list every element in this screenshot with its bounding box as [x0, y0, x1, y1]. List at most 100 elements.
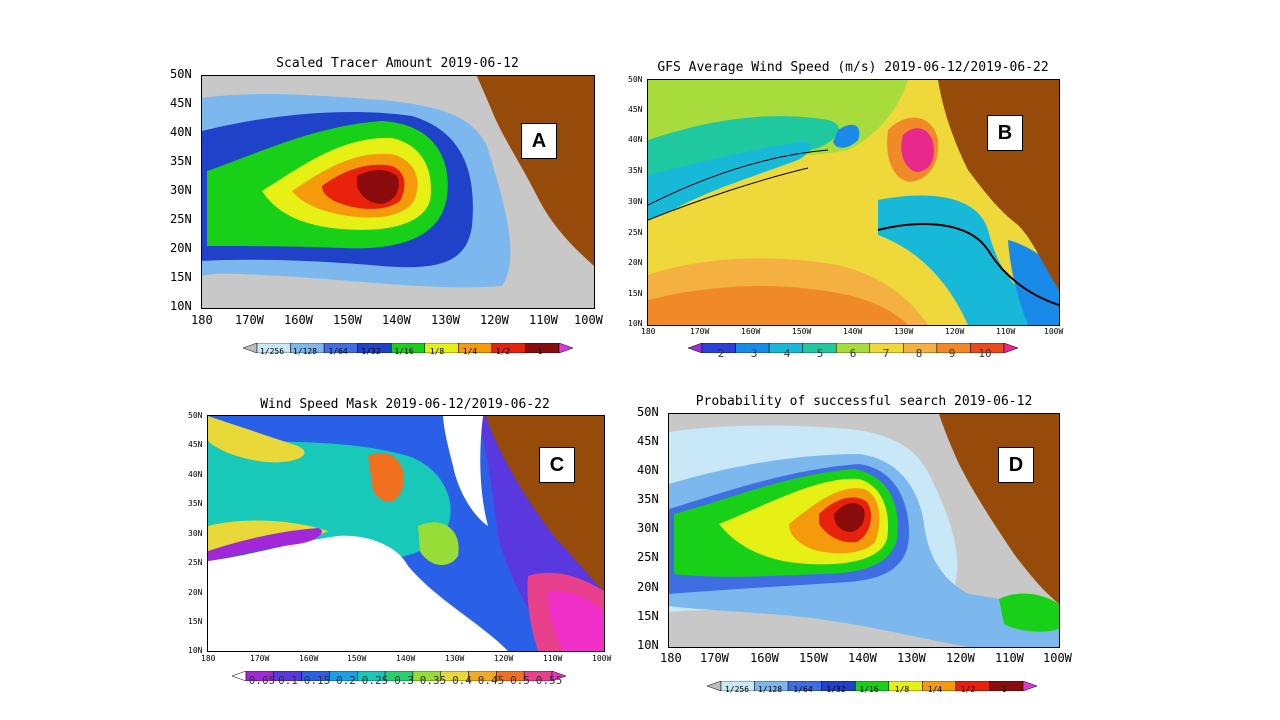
colorbar-label: 1/2 [495, 347, 511, 356]
map-tracer-amount [201, 75, 595, 309]
colorbar-label: 1/64 [328, 347, 348, 356]
lat-label: 20N [628, 258, 643, 267]
lon-label: 100W [1044, 327, 1064, 336]
colorbar-label: 4 [783, 347, 791, 360]
colorbar-end-high [558, 342, 574, 354]
colorbar-label: 0.5 [510, 674, 530, 687]
lat-label: 35N [637, 492, 659, 506]
colorbar-label: 0.25 [361, 674, 389, 687]
colorbar-label: 1/8 [429, 347, 445, 356]
lat-label: 20N [637, 580, 659, 594]
lat-label: 45N [170, 96, 192, 110]
lat-label: 10N [188, 646, 203, 655]
colorbar-label: 0.15 [303, 674, 331, 687]
colorbar [231, 666, 567, 682]
colorbar-label: 0.2 [336, 674, 356, 687]
lon-label: 160W [299, 654, 319, 663]
lat-label: 35N [188, 499, 203, 508]
lat-label: 15N [637, 609, 659, 623]
colorbar-label: 10 [978, 347, 992, 360]
lon-label: 100W [574, 313, 603, 327]
colorbar-label: 1/4 [462, 347, 478, 356]
colorbar [242, 338, 574, 354]
colorbar-label: 1/64 [793, 685, 813, 694]
lon-label: 120W [494, 654, 514, 663]
lat-label: 35N [170, 154, 192, 168]
lat-label: 45N [637, 434, 659, 448]
lon-label: 120W [946, 651, 975, 665]
colorbar-label: 1/32 [361, 347, 381, 356]
lat-label: 30N [188, 529, 203, 538]
colorbar-label: 1/4 [927, 685, 943, 694]
lon-label: 180 [641, 327, 656, 336]
lat-label: 20N [170, 241, 192, 255]
panel-badge: B [987, 115, 1023, 151]
colorbar-label: 1 [1001, 685, 1007, 694]
colorbar-end-low [231, 670, 247, 682]
lon-label: 150W [792, 327, 812, 336]
lon-label: 130W [431, 313, 460, 327]
lon-label: 170W [250, 654, 270, 663]
lon-label: 170W [690, 327, 710, 336]
lon-label: 160W [750, 651, 779, 665]
lat-label: 40N [637, 463, 659, 477]
lat-label: 30N [637, 521, 659, 535]
panel-badge: A [521, 123, 557, 159]
lat-label: 35N [628, 166, 643, 175]
panel-badge: C [539, 447, 575, 483]
colorbar-label: 0.4 [452, 674, 472, 687]
lon-label: 180 [660, 651, 682, 665]
map-wind-speed [647, 79, 1060, 326]
lon-label: 150W [333, 313, 362, 327]
lat-label: 50N [628, 75, 643, 84]
colorbar-label: 1 [537, 347, 543, 356]
lat-label: 10N [628, 319, 643, 328]
lat-label: 50N [170, 67, 192, 81]
colorbar-label: 0.55 [535, 674, 563, 687]
lat-label: 25N [628, 228, 643, 237]
colorbar-label: 6 [849, 347, 857, 360]
lon-label: 130W [894, 327, 914, 336]
panel-title: Probability of successful search 2019-06… [695, 394, 1033, 409]
lat-label: 25N [170, 212, 192, 226]
lon-label: 180 [201, 654, 216, 663]
lat-label: 50N [637, 405, 659, 419]
map-search-probability [668, 413, 1060, 648]
lat-label: 45N [628, 105, 643, 114]
lon-label: 120W [480, 313, 509, 327]
lon-label: 110W [996, 327, 1016, 336]
colorbar-label: 8 [915, 347, 923, 360]
lon-label: 130W [445, 654, 465, 663]
lon-label: 170W [700, 651, 729, 665]
colorbar-label: 3 [750, 347, 758, 360]
lon-label: 160W [284, 313, 313, 327]
lat-label: 25N [637, 550, 659, 564]
lon-label: 180 [191, 313, 213, 327]
colorbar-label: 9 [948, 347, 956, 360]
lat-label: 20N [188, 588, 203, 597]
colorbar-label: 7 [882, 347, 890, 360]
colorbar-label: 0.05 [248, 674, 276, 687]
lon-label: 140W [848, 651, 877, 665]
lat-label: 40N [628, 135, 643, 144]
colorbar-end-high [551, 670, 567, 682]
colorbar-label: 0.1 [278, 674, 298, 687]
panel-title: Scaled Tracer Amount 2019-06-12 [276, 56, 519, 71]
lat-label: 15N [170, 270, 192, 284]
lon-label: 140W [396, 654, 416, 663]
lat-label: 30N [628, 197, 643, 206]
colorbar-label: 1/8 [894, 685, 910, 694]
lon-label: 150W [799, 651, 828, 665]
colorbar-label: 1/128 [757, 685, 783, 694]
lat-label: 10N [637, 638, 659, 652]
panel-title: Wind Speed Mask 2019-06-12/2019-06-22 [260, 397, 550, 412]
colorbar-label: 1/2 [960, 685, 976, 694]
colorbar-end-low [687, 342, 703, 354]
lat-label: 50N [188, 411, 203, 420]
colorbar-label: 1/32 [826, 685, 846, 694]
lat-label: 15N [628, 289, 643, 298]
colorbar-label: 1/128 [292, 347, 318, 356]
colorbar-label: 0.45 [477, 674, 505, 687]
lat-label: 25N [188, 558, 203, 567]
colorbar-label: 1/16 [859, 685, 879, 694]
